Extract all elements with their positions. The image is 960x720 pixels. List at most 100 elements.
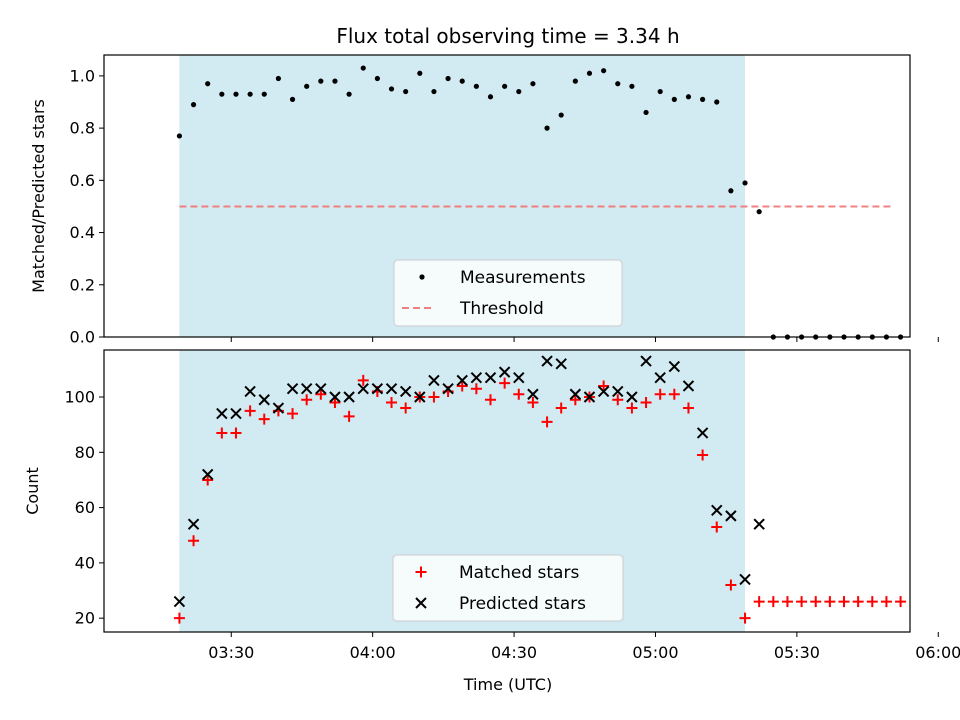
matched-star-point [357, 374, 369, 386]
matched-star-point [244, 405, 256, 417]
measurement-point [403, 88, 409, 95]
y-tick-label: 0.6 [70, 171, 95, 190]
measurement-point [657, 88, 663, 95]
measurement-point [247, 91, 253, 97]
matched-star-point [612, 394, 624, 406]
x-tick-label: 05:00 [632, 643, 678, 662]
predicted-star-point [541, 355, 553, 367]
y-axis-label: Count [23, 467, 42, 515]
matched-star-point [386, 397, 398, 409]
predicted-star-point [329, 391, 341, 403]
matched-star-point [329, 397, 341, 409]
measurement-point [176, 133, 183, 139]
x-axis-label: Time (UTC) [463, 675, 552, 694]
matched-star-point [852, 596, 864, 608]
predicted-star-point [484, 371, 497, 384]
predicted-star-point [230, 407, 242, 420]
matched-star-point [513, 388, 525, 400]
measurement-point [671, 96, 677, 102]
legend-label: Predicted stars [459, 594, 586, 614]
legend: Measurements Threshold [393, 259, 623, 327]
predicted-star-point [258, 394, 270, 406]
matched-star-point [598, 380, 610, 392]
measurement-point [601, 68, 607, 74]
predicted-star-point [682, 380, 695, 392]
matched-star-point [810, 596, 822, 608]
measurement-point [205, 81, 211, 87]
predicted-star-point [527, 388, 539, 400]
predicted-star-point [357, 382, 369, 395]
measurement-point [388, 86, 395, 92]
measurement-point [572, 78, 578, 84]
x-tick-label: 06:00 [915, 643, 960, 662]
measurement-point [629, 83, 635, 89]
y-tick-label: 0.8 [70, 119, 95, 138]
measurement-point [261, 91, 267, 97]
matched-star-point [258, 413, 270, 425]
predicted-star-point [612, 385, 624, 398]
measurement-point [417, 70, 423, 76]
measurement-point [304, 83, 310, 89]
measurement-point [445, 75, 451, 82]
predicted-star-point [272, 402, 285, 414]
y-tick-label: 0.0 [70, 328, 95, 347]
predicted-star-point [739, 573, 751, 586]
y-tick-label: 0.2 [70, 275, 95, 294]
matched-star-point [767, 596, 779, 608]
matched-star-point [866, 596, 878, 608]
predicted-star-point [414, 391, 426, 403]
matched-star-point [640, 397, 652, 409]
matched-star-point [668, 388, 680, 400]
predicted-star-point [385, 382, 398, 395]
predicted-star-point [286, 382, 299, 395]
y-tick-label: 0.4 [70, 223, 95, 242]
y-tick-label: 60 [75, 498, 95, 517]
matched-star-point [739, 612, 751, 624]
y-tick-label: 20 [75, 609, 95, 628]
matched-star-point [173, 612, 185, 624]
predicted-star-point [569, 388, 582, 400]
predicted-star-point [399, 385, 412, 398]
predicted-star-point [343, 391, 355, 403]
matched-star-point [569, 394, 581, 406]
matched-star-point [527, 397, 539, 409]
matched-star-point [188, 535, 200, 547]
predicted-star-point [654, 371, 666, 384]
matched-star-point [202, 474, 214, 486]
predicted-star-point [371, 382, 384, 395]
measurement-point [487, 94, 494, 100]
series-predicted-stars [173, 355, 765, 608]
measurement-point [332, 78, 338, 84]
measurement-point [431, 88, 437, 95]
measurement-point [219, 91, 225, 97]
legend-label: Threshold [459, 299, 544, 319]
matched-star-point [315, 388, 327, 400]
y-tick-label: 1.0 [70, 66, 95, 85]
measurement-point [643, 109, 649, 116]
matched-star-point [456, 380, 468, 392]
predicted-star-point [753, 518, 765, 530]
matched-star-point [428, 391, 440, 403]
matched-star-point [626, 402, 638, 414]
measurement-point [700, 96, 706, 102]
matched-star-point [697, 449, 709, 461]
measurement-point [742, 180, 748, 186]
legend: Matched stars Predicted stars [392, 554, 624, 622]
predicted-star-point [300, 382, 313, 395]
measurement-point [233, 91, 239, 97]
matched-star-point [230, 427, 242, 439]
measurement-point [728, 188, 734, 194]
measurement-point [190, 102, 197, 108]
measurement-point [756, 209, 762, 215]
legend-box [393, 259, 623, 327]
predicted-star-point [668, 360, 681, 373]
predicted-star-point [555, 358, 567, 370]
matched-star-point [216, 427, 228, 439]
predicted-star-point [201, 468, 214, 481]
measurement-point [289, 96, 296, 102]
predicted-star-point [583, 391, 596, 403]
matched-star-point [555, 402, 567, 414]
measurement-point [275, 75, 281, 82]
y-tick-label: 100 [64, 388, 95, 407]
